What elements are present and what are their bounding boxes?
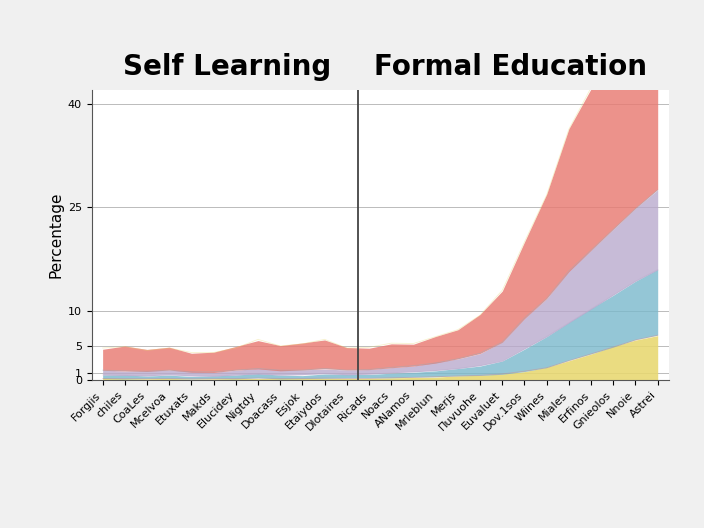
Text: Self Learning: Self Learning bbox=[123, 53, 332, 81]
Y-axis label: Percentage: Percentage bbox=[49, 192, 63, 278]
Text: Formal Education: Formal Education bbox=[374, 53, 647, 81]
